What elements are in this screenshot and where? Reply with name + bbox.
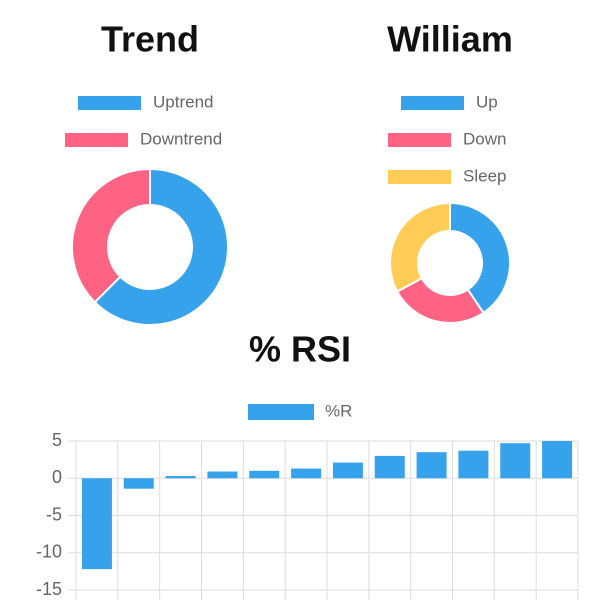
bar bbox=[249, 470, 280, 479]
bar bbox=[123, 478, 154, 489]
doughnut-slice bbox=[93, 167, 229, 326]
bar bbox=[165, 476, 196, 479]
legend-label: %R bbox=[325, 401, 352, 420]
chart-title: Trend bbox=[101, 19, 199, 60]
bar bbox=[291, 468, 322, 479]
legend-swatch bbox=[65, 133, 128, 147]
legend-label: Downtrend bbox=[140, 129, 222, 148]
y-tick-label: -15 bbox=[36, 579, 62, 599]
doughnut-slice bbox=[449, 201, 511, 315]
bar bbox=[542, 441, 573, 479]
doughnut-slice bbox=[389, 201, 451, 293]
bar bbox=[374, 455, 405, 479]
chart-title: William bbox=[387, 19, 513, 60]
legend-swatch bbox=[248, 404, 314, 420]
doughnut-slice bbox=[71, 167, 151, 304]
y-tick-label: 0 bbox=[52, 467, 62, 487]
chart-title: % RSI bbox=[249, 329, 351, 370]
legend-swatch bbox=[388, 133, 451, 147]
legend-label: Uptrend bbox=[153, 92, 213, 111]
bar bbox=[332, 462, 363, 479]
y-tick-label: -5 bbox=[46, 504, 62, 524]
bar bbox=[207, 471, 238, 479]
legend-label: Up bbox=[476, 92, 498, 111]
bar bbox=[458, 450, 489, 479]
y-tick-label: -10 bbox=[36, 542, 62, 562]
legend-swatch bbox=[388, 170, 451, 184]
legend-swatch bbox=[78, 96, 141, 110]
legend-label: Sleep bbox=[463, 166, 506, 185]
legend-label: Down bbox=[463, 129, 506, 148]
bar bbox=[81, 478, 112, 570]
y-tick-label: 5 bbox=[52, 430, 62, 450]
bar bbox=[416, 452, 447, 479]
bar bbox=[500, 443, 531, 479]
legend-swatch bbox=[401, 96, 464, 110]
